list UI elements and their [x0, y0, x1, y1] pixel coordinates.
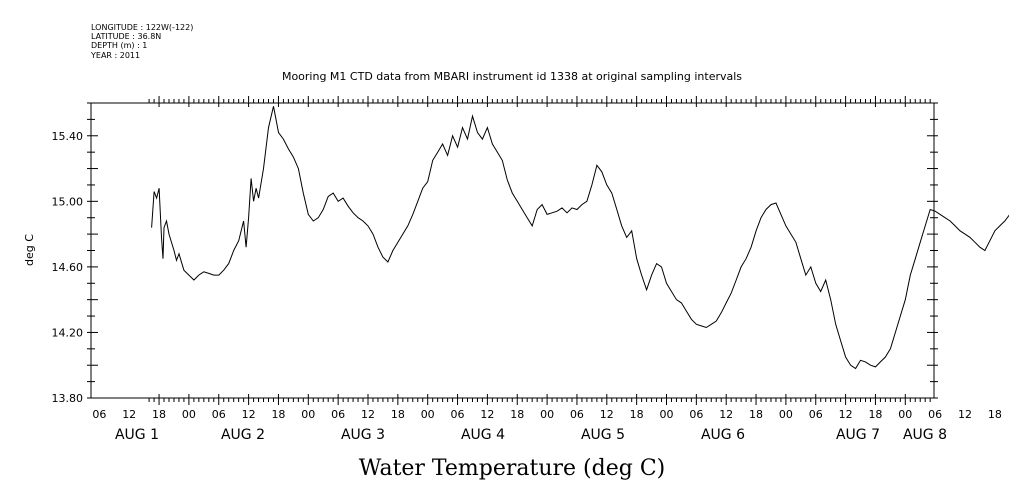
x-tick-label: 12	[122, 408, 136, 421]
x-tick-label: 00	[660, 408, 674, 421]
x-tick-label: 00	[301, 408, 315, 421]
y-tick-label: 15.00	[52, 195, 84, 208]
x-tick-label: 00	[779, 408, 793, 421]
longitude-text: LONGITUDE : 122W(-122)	[91, 23, 193, 32]
x-tick-label: 06	[451, 408, 465, 421]
x-tick-label: 06	[689, 408, 703, 421]
x-tick-label: 06	[809, 408, 823, 421]
temperature-series-line	[151, 106, 1009, 370]
x-tick-label: 06	[570, 408, 584, 421]
x-tick-label: 12	[242, 408, 256, 421]
x-tick-label: 00	[182, 408, 196, 421]
day-labels: AUG 1 AUG 2 AUG 3 AUG 4 AUG 5 AUG 6 AUG 7 AUG 8	[115, 427, 947, 443]
x-tick-label: 18	[630, 408, 644, 421]
y-axis: 13.80 14.20 14.60 15.00 15.40	[52, 102, 938, 405]
day-label: AUG 3	[341, 427, 385, 443]
x-tick-label: 12	[361, 408, 375, 421]
x-tick-label: 12	[600, 408, 614, 421]
x-tick-label: 06	[92, 408, 106, 421]
x-tick-label: 18	[391, 408, 405, 421]
y-axis-label: deg C	[23, 234, 36, 266]
y-tick-label: 15.40	[52, 130, 84, 143]
day-label: AUG 6	[701, 427, 745, 443]
x-tick-label: 12	[480, 408, 494, 421]
year-text: YEAR : 2011	[90, 51, 140, 60]
x-tick-label: 18	[749, 408, 763, 421]
day-label: AUG 2	[221, 427, 265, 443]
y-tick-label: 14.20	[52, 326, 84, 339]
x-tick-label: 06	[331, 408, 345, 421]
plot-frame	[90, 102, 935, 399]
x-axis	[148, 96, 931, 405]
day-label: AUG 4	[461, 427, 505, 443]
y-tick-label: 14.60	[52, 261, 84, 274]
x-tick-label: 00	[421, 408, 435, 421]
day-label: AUG 5	[581, 427, 625, 443]
x-tick-label: 18	[988, 408, 1002, 421]
day-label: AUG 8	[903, 427, 947, 443]
x-tick-label: 00	[898, 408, 912, 421]
x-tick-label: 00	[540, 408, 554, 421]
x-tick-label: 06	[928, 408, 942, 421]
x-axis-label: Water Temperature (deg C)	[359, 456, 666, 481]
latitude-text: LATITUDE : 36.8N	[91, 32, 161, 41]
x-tick-label: 12	[719, 408, 733, 421]
x-tick-label: 18	[271, 408, 285, 421]
y-tick-label: 13.80	[52, 392, 84, 405]
x-tick-labels: 06 12 18 00 06 12 18 00 06 12 18 00 06 12 18 00 06 12 18 00…	[92, 408, 1002, 421]
depth-text: DEPTH (m) : 1	[91, 41, 147, 50]
x-tick-label: 18	[510, 408, 524, 421]
chart-title: Mooring M1 CTD data from MBARI instrumen…	[282, 70, 742, 83]
x-tick-label: 06	[212, 408, 226, 421]
day-label: AUG 1	[115, 427, 159, 443]
x-tick-label: 18	[868, 408, 882, 421]
x-tick-label: 18	[152, 408, 166, 421]
metadata-block: LONGITUDE : 122W(-122) LATITUDE : 36.8N …	[90, 23, 193, 60]
x-tick-label: 12	[958, 408, 972, 421]
day-label: AUG 7	[836, 427, 880, 443]
x-tick-label: 12	[839, 408, 853, 421]
